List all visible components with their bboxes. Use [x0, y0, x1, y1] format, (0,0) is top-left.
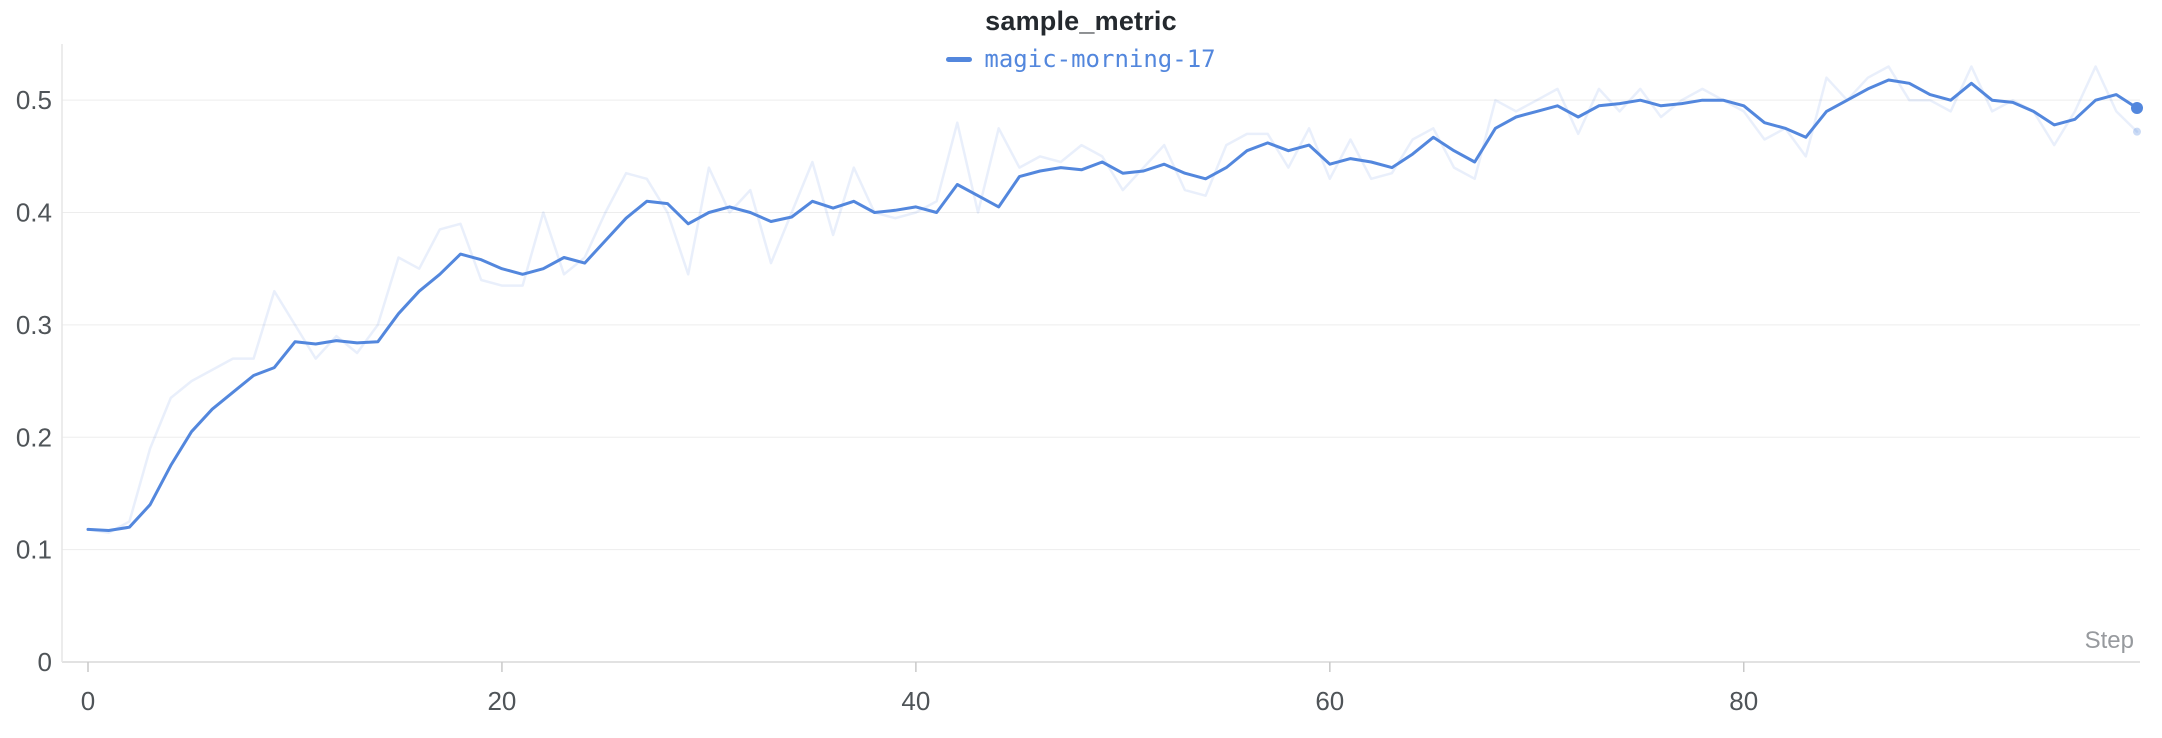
legend-line-swatch [946, 56, 973, 62]
y-tick-label: 0.4 [16, 198, 52, 228]
end-point-marker-smoothed [2131, 102, 2143, 115]
x-tick-label: 0 [81, 686, 95, 716]
x-tick-label: 60 [1315, 686, 1344, 716]
y-tick-label: 0.1 [16, 535, 52, 565]
x-tick-label: 80 [1729, 686, 1758, 716]
y-tick-label: 0.2 [16, 422, 52, 452]
series-line-smoothed [86, 78, 2139, 532]
legend: magic-morning-17 [0, 45, 2162, 73]
x-tick-label: 40 [901, 686, 930, 716]
y-tick-label: 0.5 [16, 85, 52, 115]
series-line-original-unsmoothed [86, 65, 2139, 535]
legend-run-name: magic-morning-17 [984, 45, 1216, 73]
x-tick-label: 20 [487, 686, 516, 716]
x-axis-label: Step [2085, 627, 2134, 654]
end-point-marker-original-unsmoothed [2133, 127, 2141, 136]
y-tick-label: 0.3 [16, 310, 52, 340]
legend-item[interactable]: magic-morning-17 [946, 45, 1216, 73]
y-tick-label: 0 [38, 647, 52, 677]
